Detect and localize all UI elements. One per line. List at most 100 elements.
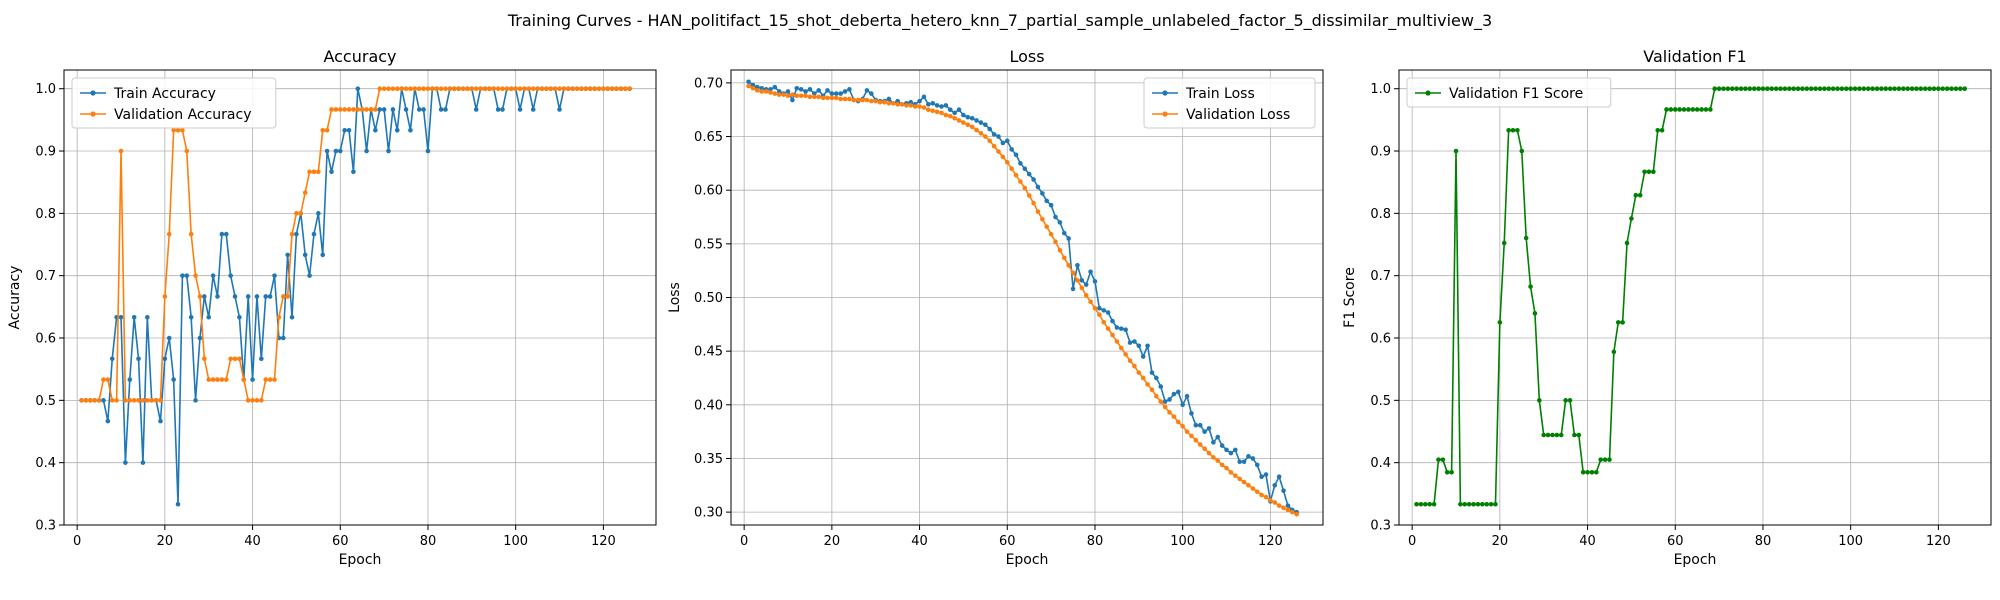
data-point [245, 294, 251, 299]
data-point [781, 92, 786, 97]
data-point [377, 107, 383, 112]
data-point [1276, 474, 1282, 480]
data-point [969, 115, 975, 121]
y-tick-label: 0.7 [1370, 269, 1391, 284]
data-point [1088, 269, 1093, 275]
data-point [1061, 255, 1067, 261]
y-tick-label: 0.30 [694, 506, 723, 521]
data-point [1633, 192, 1639, 198]
data-point [109, 398, 115, 403]
data-point [1018, 161, 1023, 166]
data-point [1285, 507, 1291, 513]
data-point [1215, 458, 1221, 463]
x-tick-label: 120 [591, 534, 616, 549]
data-point [842, 96, 848, 102]
data-point [1254, 489, 1260, 495]
data-point [947, 107, 953, 113]
data-point [491, 86, 497, 91]
data-point [1259, 474, 1264, 480]
data-point [790, 92, 795, 97]
data-point [416, 107, 422, 112]
data-point [939, 104, 944, 109]
legend-label: Validation F1 Score [1449, 86, 1583, 102]
data-point [1009, 147, 1014, 152]
y-tick-label: 0.5 [35, 394, 56, 409]
data-point [1817, 86, 1823, 91]
data-point [1228, 450, 1234, 456]
data-point [833, 95, 839, 101]
data-point [430, 86, 435, 91]
data-point [105, 377, 111, 382]
data-point [1272, 482, 1278, 488]
data-point [1053, 239, 1058, 244]
data-point [807, 87, 813, 92]
data-point [254, 294, 260, 299]
data-point [1690, 107, 1696, 112]
x-tick-label: 60 [1667, 534, 1684, 549]
y-tick-label: 0.55 [694, 237, 723, 252]
y-tick-label: 0.5 [1370, 394, 1391, 409]
data-point [816, 88, 821, 93]
data-point [1637, 192, 1643, 198]
data-point [1708, 107, 1713, 112]
data-point [1149, 387, 1155, 393]
data-point [232, 356, 238, 362]
data-point [408, 127, 413, 133]
data-point [364, 107, 369, 112]
legend-box [1143, 77, 1316, 129]
data-point [333, 148, 339, 154]
legend-label: Train Loss [1185, 86, 1255, 102]
data-point [1101, 308, 1107, 313]
data-point [1936, 86, 1941, 91]
data-point [311, 169, 317, 175]
data-point [1843, 86, 1849, 91]
data-point [1101, 319, 1107, 325]
data-point [829, 91, 835, 96]
data-point [1589, 469, 1595, 475]
data-point [1756, 86, 1761, 91]
data-point [877, 99, 883, 105]
series-validation-f1-score [1414, 86, 1967, 507]
data-point [746, 79, 751, 85]
data-point [1835, 86, 1840, 91]
data-point [1167, 397, 1172, 402]
data-point [180, 127, 185, 133]
data-point [1607, 457, 1612, 462]
data-point [965, 114, 971, 120]
y-tick-label: 0.50 [694, 291, 723, 306]
data-point [337, 107, 343, 112]
data-point [447, 86, 453, 91]
data-point [403, 86, 409, 91]
data-point [320, 127, 326, 133]
accuracy-chart: 0 20 40 60 80 100 120 0.3 0.4 0.5 0.6 0.7 0.8 0.9 1.0 A… [7, 47, 657, 568]
data-point [517, 86, 523, 91]
data-point [346, 127, 352, 133]
data-point [1211, 455, 1216, 460]
data-point [1751, 86, 1757, 91]
data-point [1184, 429, 1190, 434]
data-point [180, 273, 185, 278]
y-tick-label: 0.3 [35, 519, 56, 534]
data-point [583, 86, 589, 91]
data-point [408, 86, 413, 91]
data-point [926, 102, 931, 107]
data-point [421, 86, 426, 91]
data-point [1114, 325, 1120, 330]
data-point [259, 398, 264, 403]
data-point [812, 91, 817, 96]
data-point [978, 120, 984, 125]
data-point [390, 107, 396, 112]
data-point [1118, 326, 1124, 331]
data-point [443, 107, 448, 112]
legend: Train Accuracy Validation Accuracy [71, 77, 277, 129]
data-point [123, 460, 128, 465]
data-point [280, 335, 286, 341]
data-point [794, 85, 800, 91]
data-point [101, 398, 106, 403]
data-point [1537, 398, 1542, 403]
data-point [1272, 500, 1278, 505]
data-point [166, 231, 172, 237]
data-point [956, 107, 962, 113]
data-point [289, 314, 295, 320]
data-point [952, 110, 957, 116]
